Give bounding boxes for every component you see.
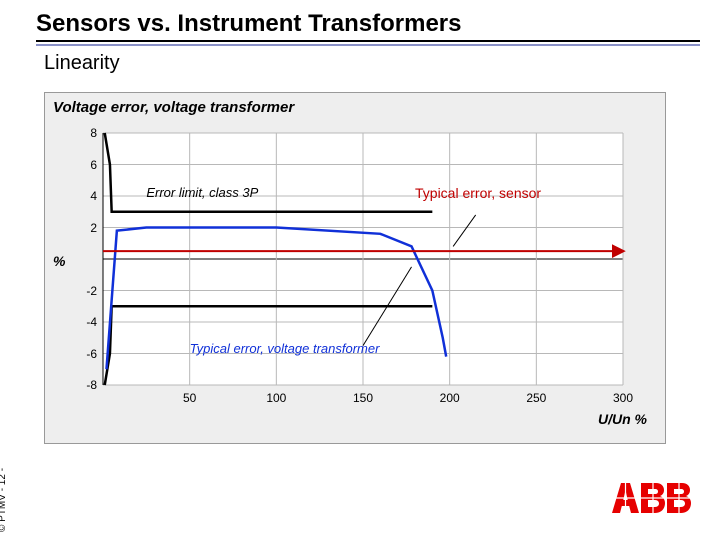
annotation-sensor-error: Typical error, sensor xyxy=(415,185,541,201)
y-tick-label: -8 xyxy=(86,378,97,392)
y-tick-label: -2 xyxy=(86,284,97,298)
title-row: Sensors vs. Instrument Transformers xyxy=(36,10,684,38)
copyright-sidetext: © PTMV - 12 - xyxy=(0,468,8,532)
slide-title: Sensors vs. Instrument Transformers xyxy=(36,10,684,38)
x-tick-label: 50 xyxy=(183,391,196,405)
x-axis-title: U/Un % xyxy=(598,411,647,427)
x-tick-label: 300 xyxy=(613,391,633,405)
annotation-error-limit: Error limit, class 3P xyxy=(146,185,258,200)
y-tick-label: 6 xyxy=(90,158,97,172)
chart-title: Voltage error, voltage transformer xyxy=(53,99,294,116)
abb-logo xyxy=(612,481,692,520)
annotation-vt-error: Typical error, voltage transformer xyxy=(190,341,380,356)
x-tick-label: 150 xyxy=(353,391,373,405)
y-tick-label: 8 xyxy=(90,126,97,140)
title-underline-accent xyxy=(36,44,700,46)
y-tick-label: -6 xyxy=(86,347,97,361)
title-underline xyxy=(36,40,700,42)
chart-frame: Voltage error, voltage transformer % U/U… xyxy=(44,92,666,444)
slide-subtitle: Linearity xyxy=(44,52,120,75)
x-tick-label: 100 xyxy=(266,391,286,405)
y-tick-label: 4 xyxy=(90,189,97,203)
y-tick-label: -4 xyxy=(86,315,97,329)
x-tick-label: 200 xyxy=(440,391,460,405)
x-tick-label: 250 xyxy=(526,391,546,405)
plot-area: 8642-2-4-6-850100150200250300Error limit… xyxy=(103,133,623,385)
y-axis-title: % xyxy=(53,253,65,269)
abb-logo-icon xyxy=(612,481,692,515)
y-tick-label: 2 xyxy=(90,221,97,235)
slide: Sensors vs. Instrument Transformers Line… xyxy=(0,0,720,540)
